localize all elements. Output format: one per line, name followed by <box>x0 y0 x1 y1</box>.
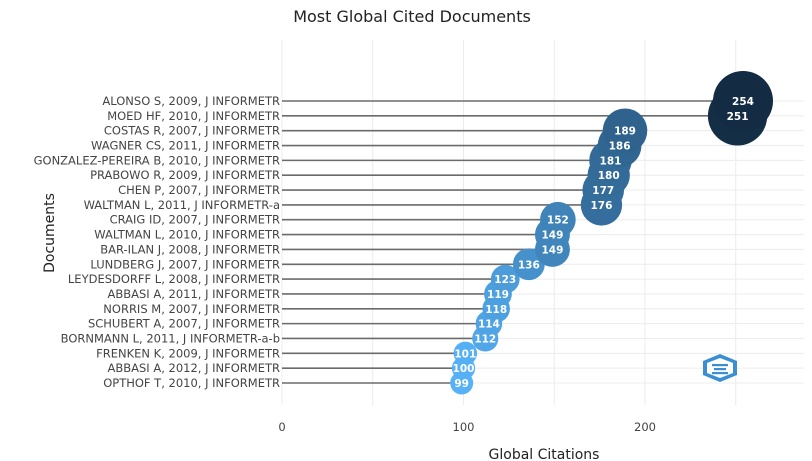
data-label: 176 <box>590 200 612 212</box>
y-axis-title: Documents <box>42 193 58 273</box>
y-tick-label: BORNMANN L, 2011, J INFORMETR-a-b <box>61 331 280 345</box>
data-label: 112 <box>474 333 496 345</box>
y-tick-label: CHEN P, 2007, J INFORMETR <box>118 183 280 197</box>
data-label: 119 <box>487 289 509 301</box>
x-tick-label: 0 <box>278 420 285 434</box>
bubble-point <box>602 108 648 153</box>
data-label: 118 <box>485 304 507 316</box>
bubble-point <box>453 341 478 366</box>
y-tick-label: COSTAS R, 2007, J INFORMETR <box>104 124 280 138</box>
y-tick-label: LEYDESDORFF L, 2008, J INFORMETR <box>68 272 280 286</box>
y-tick-label: ABBASI A, 2011, J INFORMETR <box>107 287 280 301</box>
x-tick-label: 200 <box>634 420 656 434</box>
y-tick-label: BAR-ILAN J, 2008, J INFORMETR <box>100 242 280 256</box>
y-tick-label: WAGNER CS, 2011, J INFORMETR <box>91 139 280 153</box>
data-label: 149 <box>541 244 563 256</box>
y-tick-label: MOED HF, 2010, J INFORMETR <box>107 109 280 123</box>
y-tick-label: WALTMAN L, 2010, J INFORMETR <box>94 228 280 242</box>
y-tick-label: FRENKEN K, 2009, J INFORMETR <box>96 346 280 360</box>
data-label: 152 <box>547 215 569 227</box>
bubble-point <box>534 231 570 267</box>
data-label: 101 <box>454 348 476 360</box>
data-label: 177 <box>592 185 614 197</box>
data-label: 99 <box>454 378 469 390</box>
data-label: 114 <box>478 319 500 331</box>
data-label: 189 <box>614 126 636 138</box>
data-label: 100 <box>453 363 475 375</box>
data-label: 181 <box>600 155 622 167</box>
x-axis-title: Global Citations <box>489 447 600 461</box>
y-tick-label: GONZALEZ-PEREIRA B, 2010, J INFORMETR <box>34 153 280 167</box>
bibliometrix-logo-icon <box>703 354 737 382</box>
bubble-point <box>713 71 774 131</box>
data-label: 136 <box>518 259 540 271</box>
data-label: 123 <box>494 274 516 286</box>
x-tick-label: 100 <box>453 420 475 434</box>
bubble-point <box>540 201 576 238</box>
data-label: 180 <box>598 170 620 182</box>
bubble-point <box>490 264 520 294</box>
y-tick-label: SCHUBERT A, 2007, J INFORMETR <box>88 317 280 331</box>
y-tick-label: OPTHOF T, 2010, J INFORMETR <box>103 376 280 390</box>
x-tick-labels: 0 100 200 <box>278 420 656 434</box>
data-label: 251 <box>727 111 749 123</box>
y-tick-label: ABBASI A, 2012, J INFORMETR <box>107 361 280 375</box>
data-label: 186 <box>609 141 631 153</box>
y-tick-label: LUNDBERG J, 2007, J INFORMETR <box>90 257 280 271</box>
y-tick-label: ALONSO S, 2009, J INFORMETR <box>102 94 280 108</box>
stems <box>282 100 744 384</box>
data-label: 149 <box>541 230 563 242</box>
y-tick-label: WALTMAN L, 2011, J INFORMETR-a <box>84 198 280 212</box>
data-label: 254 <box>732 96 754 108</box>
y-tick-label: CRAIG ID, 2007, J INFORMETR <box>110 213 280 227</box>
y-tick-label: PRABOWO R, 2009, J INFORMETR <box>90 168 280 182</box>
y-tick-label: NORRIS M, 2007, J INFORMETR <box>103 302 280 316</box>
bubbles: 9910010111211411811912313614914915217617… <box>450 71 774 395</box>
chart-title: Most Global Cited Documents <box>293 7 531 26</box>
